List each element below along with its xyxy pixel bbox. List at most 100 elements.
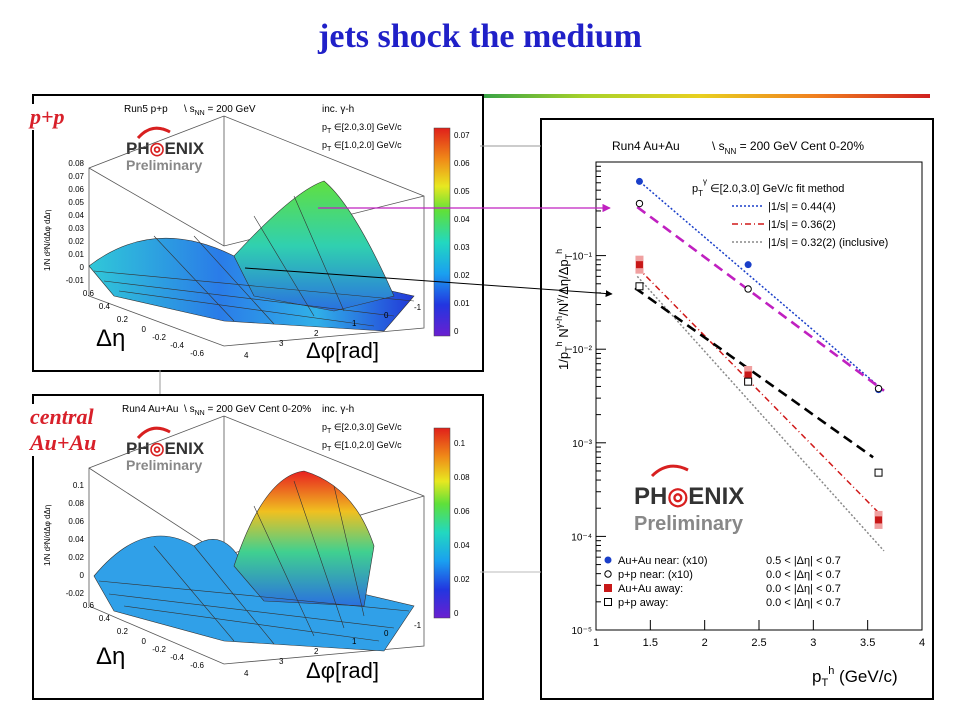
auau-eta-ticks: 0.6 0.4 0.2 0 -0.2 -0.4 -0.6	[83, 601, 205, 670]
svg-text:0.04: 0.04	[68, 535, 84, 544]
svg-text:PH◎ENIX: PH◎ENIX	[126, 439, 205, 458]
svg-text:-0.6: -0.6	[190, 661, 204, 670]
legend-series-cond: 0.0 < |Δη| < 0.7	[766, 583, 841, 595]
central-label-line2: Au+Au	[30, 430, 97, 455]
data-point	[744, 371, 752, 379]
auau-phi-ticks: 4 3 2 1 0 -1	[244, 621, 422, 678]
pp-pth-range: pT ∈[1.0,2.0] GeV/c	[322, 140, 402, 153]
auau-phi-label: Δφ[rad]	[306, 658, 379, 683]
svg-text:0: 0	[80, 263, 85, 272]
chart-header-run: Run4 Au+Au	[612, 139, 680, 153]
y-axis-label: 1/pTh Nγ-h/Nγ/Δη/ΔpTh	[554, 249, 574, 370]
svg-text:4: 4	[244, 669, 249, 678]
legend-marker	[604, 570, 612, 578]
svg-text:0.08: 0.08	[68, 499, 84, 508]
svg-text:0: 0	[454, 327, 459, 336]
svg-text:0.4: 0.4	[99, 614, 111, 623]
auau-z-axis-label: 1/N d²N/dΔφ dΔη	[43, 505, 52, 566]
fit-legend-label: |1/s| = 0.36(2)	[768, 219, 836, 231]
legend-series-label: p+p away:	[618, 597, 668, 609]
svg-text:0.08: 0.08	[454, 473, 470, 482]
svg-text:0.08: 0.08	[68, 159, 84, 168]
fit-line	[636, 275, 885, 552]
data-point	[875, 516, 883, 524]
svg-text:0.2: 0.2	[117, 627, 129, 636]
auau-run-label: Run4 Au+Au	[122, 404, 178, 415]
guide-line	[636, 206, 885, 392]
data-point	[635, 282, 644, 291]
auau-colorbar	[433, 427, 451, 619]
svg-text:1: 1	[352, 319, 357, 328]
slide-title: jets shock the medium	[318, 18, 642, 55]
svg-text:-1: -1	[414, 303, 422, 312]
svg-text:PH◎ENIX: PH◎ENIX	[126, 139, 205, 158]
svg-text:0.6: 0.6	[83, 601, 95, 610]
pp-eta-label: Δη	[96, 325, 125, 352]
svg-text:0.02: 0.02	[454, 575, 470, 584]
auau-ptgamma-range: pT ∈[2.0,3.0] GeV/c	[322, 422, 402, 435]
auau-surface-plot: Run4 Au+Au \ sNN = 200 GeV Cent 0-20% in…	[43, 404, 470, 683]
svg-text:0.04: 0.04	[454, 215, 470, 224]
legend-series-cond: 0.0 < |Δη| < 0.7	[766, 569, 841, 581]
svg-text:0.01: 0.01	[454, 299, 470, 308]
phenix-logo-2: PH◎ENIX Preliminary	[126, 426, 205, 473]
rainbow-divider	[470, 94, 930, 98]
svg-text:0.05: 0.05	[68, 198, 84, 207]
auau-correlation-panel: Run4 Au+Au \ sNN = 200 GeV Cent 0-20% in…	[32, 394, 484, 700]
data-point	[635, 199, 644, 208]
svg-text:4: 4	[244, 351, 249, 360]
svg-text:0.06: 0.06	[454, 159, 470, 168]
chart-header: Run4 Au+Au \ sNN = 200 GeV Cent 0-20%	[612, 139, 864, 156]
auau-surface	[93, 470, 415, 652]
plot-area: 1 1.5 2 2.5 3 3.5 4 10⁻⁵ 10⁻⁴ 10⁻³ 10⁻² 10⁻¹ pTγ ∈[2…	[571, 161, 925, 649]
x-tick-label: 1.5	[643, 637, 658, 649]
svg-text:0: 0	[384, 311, 389, 320]
pp-z-ticks: 0.08 0.07 0.06 0.05 0.04 0.03 0.02 0.01 …	[66, 159, 85, 285]
central-side-label: central Au+Au	[28, 404, 99, 456]
y-tick-label: 10⁻⁴	[571, 532, 592, 543]
fit-legend-title: pTγ ∈[2.0,3.0] GeV/c fit method	[692, 177, 844, 198]
svg-text:-1: -1	[414, 621, 422, 630]
pp-correlation-panel: Run5 p+p \ sNN = 200 GeV inc. γ-h pT ∈[2…	[32, 94, 484, 372]
legend-series-label: Au+Au away:	[618, 583, 683, 595]
svg-text:0.03: 0.03	[68, 224, 84, 233]
svg-text:-0.02: -0.02	[66, 589, 85, 598]
svg-text:1: 1	[352, 637, 357, 646]
svg-text:0.03: 0.03	[454, 243, 470, 252]
svg-text:0.06: 0.06	[454, 507, 470, 516]
svg-text:0.07: 0.07	[454, 131, 470, 140]
x-tick-label: 3.5	[860, 637, 875, 649]
pp-side-label: p+p	[28, 104, 67, 130]
svg-text:0.02: 0.02	[68, 237, 84, 246]
x-axis-label: pTh (GeV/c)	[812, 665, 898, 689]
auau-colorbar-ticks: 0.1 0.08 0.06 0.04 0.02 0	[454, 439, 470, 618]
legend-series-label: Au+Au near: (x10)	[618, 555, 708, 567]
data-point	[874, 384, 883, 393]
phenix-logo: PH◎ENIX Preliminary	[126, 126, 205, 173]
central-label-line1: central	[30, 404, 94, 429]
svg-text:0.2: 0.2	[117, 315, 129, 324]
svg-text:3: 3	[279, 339, 284, 348]
pp-energy-label: \ sNN = 200 GeV	[184, 104, 256, 117]
fit-legend-label: |1/s| = 0.32(2) (inclusive)	[768, 237, 888, 249]
pp-z-axis-label: 1/N d²N/dΔφ dΔη	[43, 210, 52, 271]
svg-text:0.04: 0.04	[454, 541, 470, 550]
y-tick-label: 10⁻¹	[572, 252, 592, 263]
svg-text:-0.2: -0.2	[152, 333, 166, 342]
legend-series-cond: 0.5 < |Δη| < 0.7	[766, 555, 841, 567]
svg-text:-0.2: -0.2	[152, 645, 166, 654]
pp-ptgamma-range: pT ∈[2.0,3.0] GeV/c	[322, 122, 402, 135]
svg-text:0.1: 0.1	[454, 439, 466, 448]
data-point	[874, 468, 883, 477]
data-point	[744, 285, 752, 293]
svg-text:0.07: 0.07	[68, 172, 84, 181]
pp-surface-plot: Run5 p+p \ sNN = 200 GeV inc. γ-h pT ∈[2…	[43, 104, 470, 363]
pp-phi-label: Δφ[rad]	[306, 338, 379, 363]
data-point	[744, 377, 753, 386]
fit-line	[636, 178, 885, 392]
pp-colorbar-ticks: 0.07 0.06 0.05 0.04 0.03 0.02 0.01 0	[454, 131, 470, 336]
data-point	[744, 261, 752, 269]
pp-surface	[88, 180, 415, 332]
